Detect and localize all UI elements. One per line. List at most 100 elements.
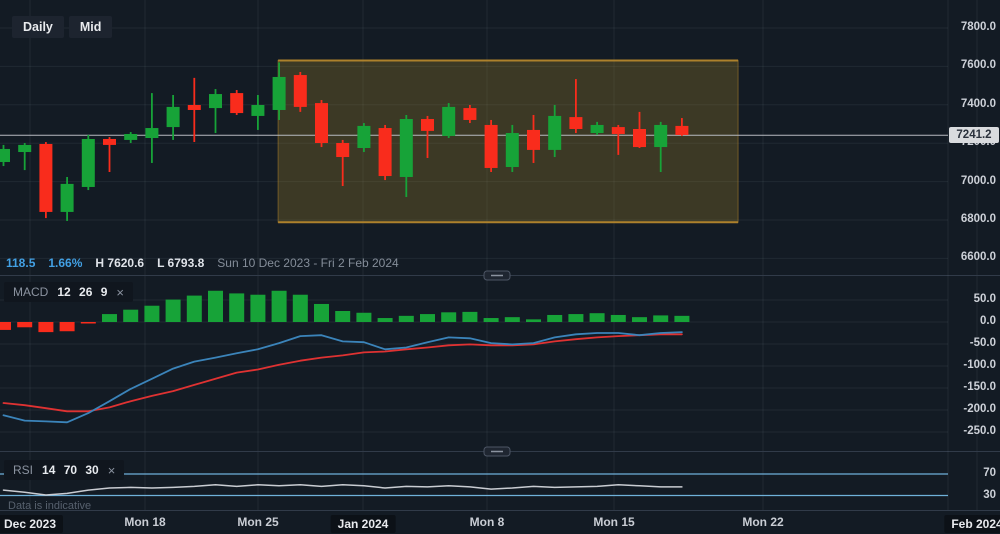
macd-histogram-bar xyxy=(568,314,584,322)
macd-histogram-bar xyxy=(250,294,266,322)
timeframe-daily-button[interactable]: Daily xyxy=(12,16,64,38)
candle-body xyxy=(60,183,74,212)
candle-body xyxy=(399,119,413,177)
candle-body xyxy=(81,138,95,187)
macd-histogram-bar xyxy=(632,317,647,322)
macd-histogram-bar xyxy=(208,290,223,322)
macd-histogram-bar xyxy=(271,290,287,322)
candle-body xyxy=(272,76,286,110)
macd-histogram-bar xyxy=(441,312,457,322)
candle-body xyxy=(293,75,307,107)
macd-axis-tick: -250.0 xyxy=(963,425,996,437)
candle-body xyxy=(0,148,10,163)
time-axis-label: Mon 8 xyxy=(469,515,505,529)
candle-body xyxy=(505,133,519,168)
candle-body xyxy=(357,125,371,148)
macd-histogram-bar xyxy=(17,322,33,328)
period-high: H 7620.6 xyxy=(95,256,145,270)
candle-body xyxy=(103,138,116,145)
price-axis-tick: 7400.0 xyxy=(960,97,996,110)
candle-body xyxy=(336,143,350,158)
timeframe-mid-button[interactable]: Mid xyxy=(68,16,113,38)
macd-histogram-bar xyxy=(610,314,626,322)
candle-body xyxy=(145,128,159,139)
candle-body xyxy=(611,127,625,134)
macd-histogram-bar xyxy=(80,322,96,324)
macd-histogram-bar xyxy=(292,294,308,322)
candle-body xyxy=(569,117,583,129)
macd-histogram-bar xyxy=(653,315,669,322)
macd-axis-tick: -200.0 xyxy=(963,403,996,415)
rsi-axis-tick: 70 xyxy=(983,467,996,479)
macd-close-icon[interactable]: × xyxy=(116,284,124,300)
change-value: 118.5 xyxy=(6,256,36,270)
change-percent: 1.66% xyxy=(48,256,83,270)
candle-body xyxy=(18,144,32,153)
time-axis-month-label: Feb 2024 xyxy=(944,515,1000,533)
macd-histogram-bar xyxy=(123,309,139,322)
macd-histogram-bar xyxy=(0,322,11,330)
macd-params: 12 26 9 xyxy=(57,285,108,299)
candle-body xyxy=(590,124,604,134)
price-axis-tick: 6800.0 xyxy=(960,213,996,225)
rsi-axis-tick: 30 xyxy=(983,488,996,501)
macd-axis-tick: 0.0 xyxy=(980,315,996,327)
candle-body xyxy=(484,124,498,168)
candle-body xyxy=(124,133,138,140)
price-axis-tick: 6600.0 xyxy=(960,251,996,264)
rsi-params: 14 70 30 xyxy=(42,463,99,477)
current-price-tag: 7241.2 xyxy=(949,127,999,144)
macd-histogram-bar xyxy=(589,313,605,322)
macd-histogram-bar xyxy=(314,303,329,322)
candle-body xyxy=(187,104,201,110)
time-axis-label: Mon 22 xyxy=(742,515,784,529)
macd-histogram-bar xyxy=(462,311,478,322)
time-axis-label: Mon 18 xyxy=(124,515,166,529)
macd-histogram-bar xyxy=(420,314,435,322)
price-axis-tick: 7000.0 xyxy=(960,174,996,187)
macd-histogram-bar xyxy=(547,314,563,322)
candle-body xyxy=(442,106,456,136)
candle-body xyxy=(39,143,53,212)
macd-indicator-label: MACD 12 26 9 × xyxy=(4,282,133,302)
macd-title: MACD xyxy=(13,285,49,299)
timeframe-toolbar: Daily Mid xyxy=(12,16,113,38)
macd-histogram-bar xyxy=(102,314,117,322)
macd-histogram-bar xyxy=(674,315,690,322)
candle-body xyxy=(463,108,477,120)
macd-histogram-bar xyxy=(335,311,351,322)
time-axis-label: Mon 25 xyxy=(237,515,279,529)
macd-histogram-bar xyxy=(59,322,75,332)
date-range: Sun 10 Dec 2023 - Fri 2 Feb 2024 xyxy=(217,256,399,270)
price-info-line: 118.5 1.66% H 7620.6 L 6793.8 Sun 10 Dec… xyxy=(6,256,412,270)
candle-body xyxy=(378,128,392,177)
data-indicative-note: Data is indicative xyxy=(8,500,92,512)
macd-histogram-bar xyxy=(38,322,54,333)
macd-axis-tick: 50.0 xyxy=(973,293,996,305)
macd-histogram-bar xyxy=(229,293,245,322)
time-axis-label: Mon 15 xyxy=(593,515,635,529)
candle-body xyxy=(654,124,668,148)
macd-histogram-bar xyxy=(165,299,181,322)
candle-body xyxy=(633,128,646,148)
macd-histogram-bar xyxy=(483,318,499,322)
candle-body xyxy=(230,93,244,114)
rsi-close-icon[interactable]: × xyxy=(107,462,116,478)
candle-body xyxy=(166,106,180,128)
macd-histogram-bar xyxy=(398,315,414,322)
macd-axis-tick: -100.0 xyxy=(963,359,996,371)
macd-line xyxy=(2,331,683,424)
time-axis-month-label: Jan 2024 xyxy=(330,515,396,533)
macd-histogram-bar xyxy=(186,295,202,322)
candle-body xyxy=(527,129,540,150)
price-axis-tick: 7600.0 xyxy=(960,59,996,72)
period-low: L 6793.8 xyxy=(157,256,205,270)
price-axis-tick: 7800.0 xyxy=(960,21,996,33)
rsi-title: RSI xyxy=(13,463,34,477)
macd-histogram-bar xyxy=(144,305,160,322)
macd-signal-line xyxy=(2,333,683,413)
candle-body xyxy=(251,104,265,116)
macd-histogram-bar xyxy=(526,319,541,322)
